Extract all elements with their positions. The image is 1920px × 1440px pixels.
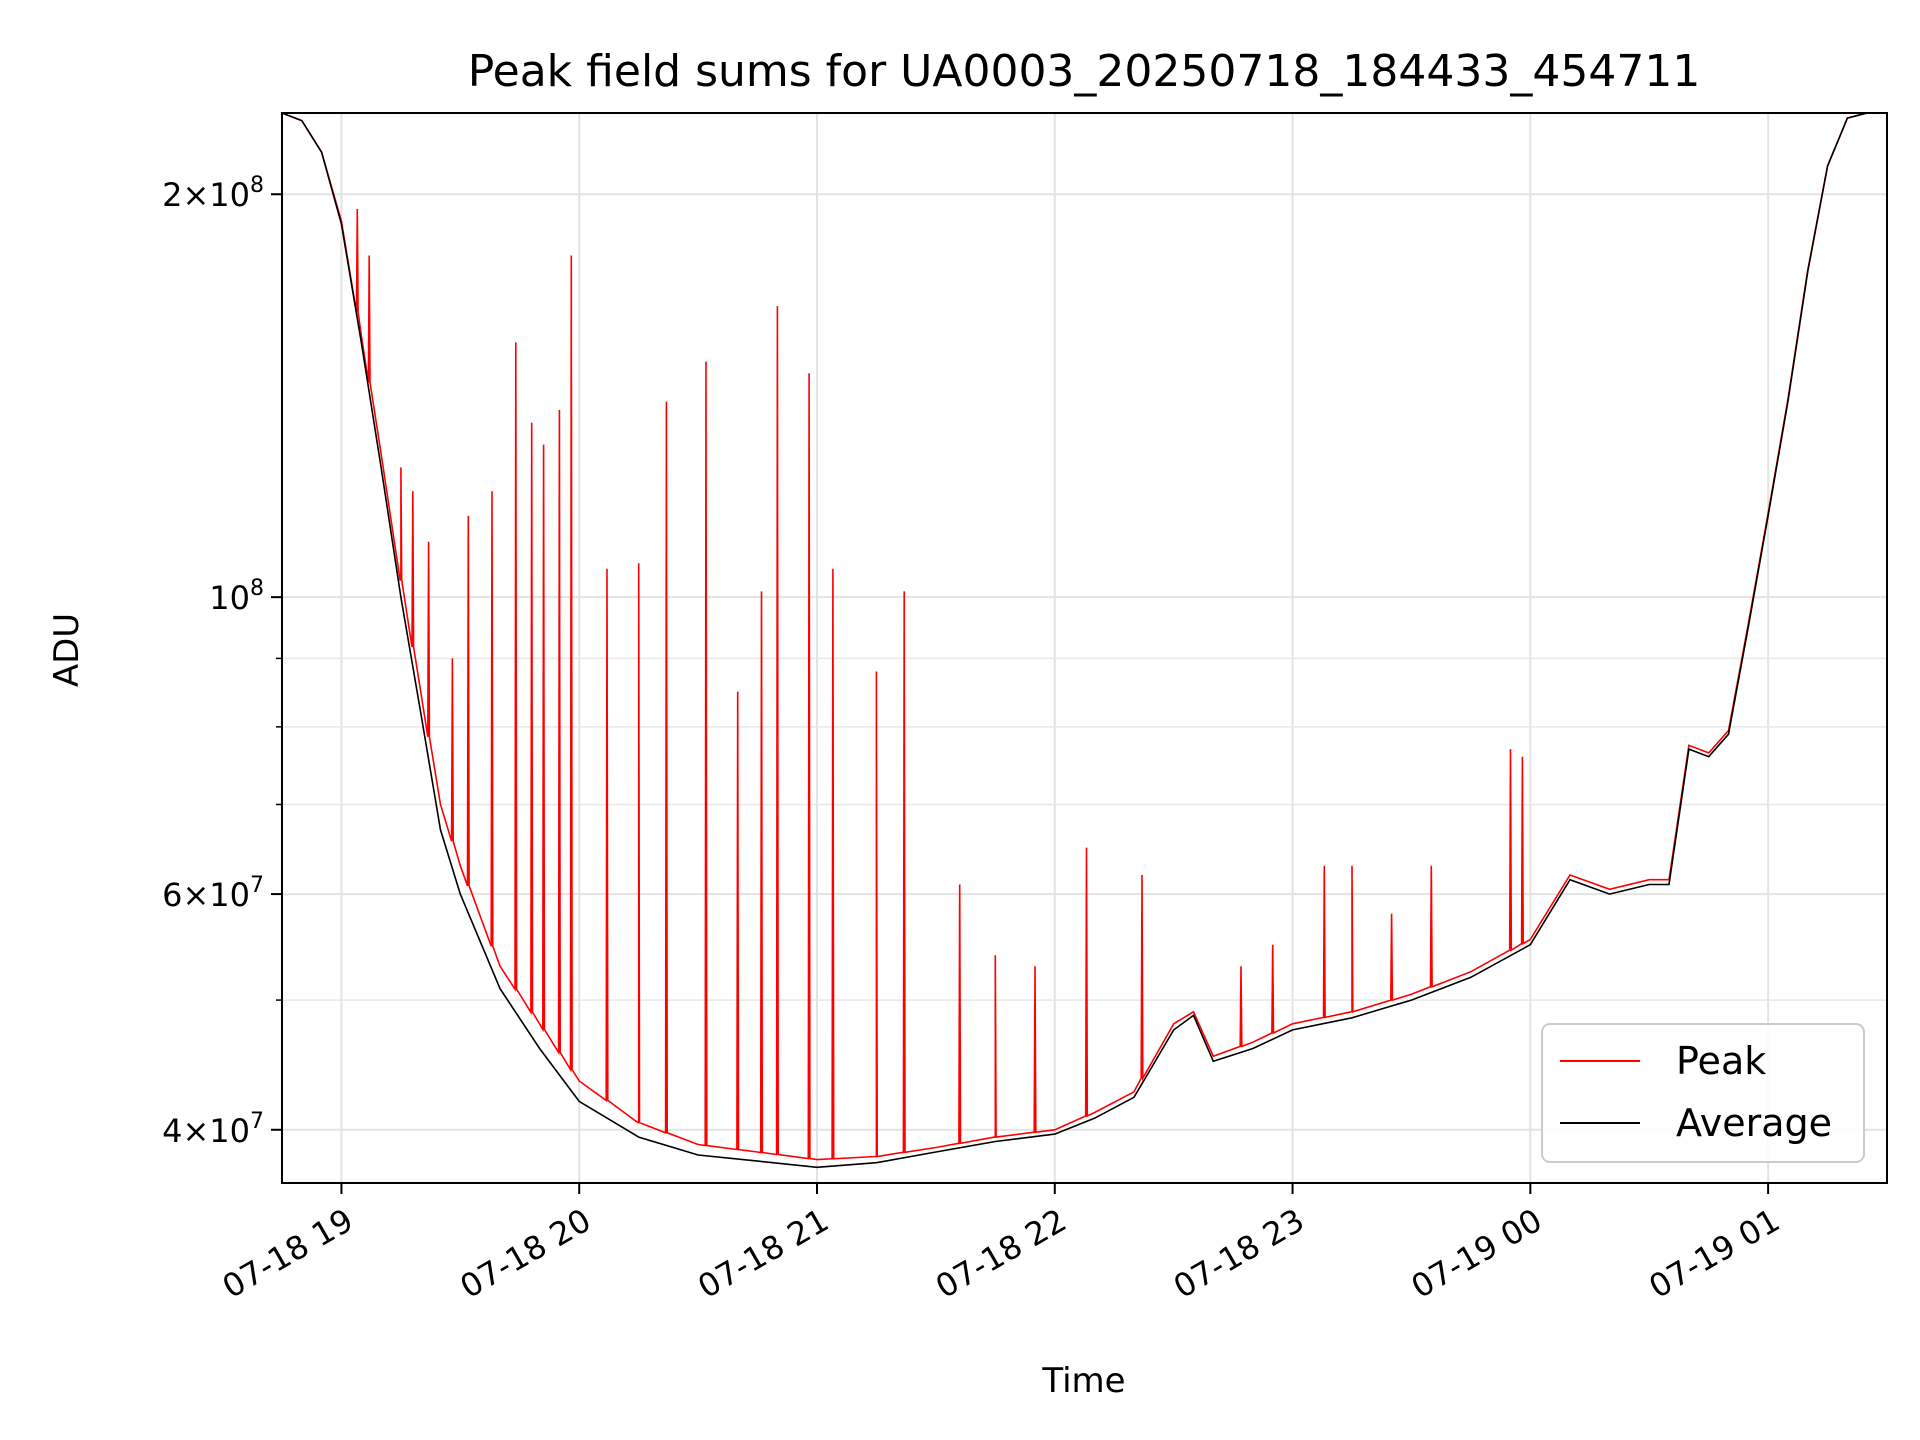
legend-peak-label: Peak [1676, 1039, 1766, 1083]
y-axis-ticks: 4×107 6×107 108 2×108 [162, 173, 282, 1150]
average-series-line [282, 113, 1887, 1169]
series-lines [282, 113, 1887, 1169]
peak-series-line [282, 113, 1887, 1161]
plot-frame [281, 112, 1888, 1184]
y-tick-label: 4×107 [162, 1109, 264, 1150]
chart-title: Peak field sums for UA0003_20250718_1844… [468, 46, 1701, 97]
grid-lines [282, 113, 1887, 1183]
y-tick-label: 2×108 [162, 173, 264, 214]
x-axis-label: Time [1041, 1361, 1125, 1401]
legend: Peak Average [1541, 1023, 1865, 1163]
legend-box [1541, 1023, 1865, 1163]
y-axis-label: ADU [47, 613, 87, 687]
y-tick-label: 6×107 [162, 873, 264, 914]
y-tick-label: 108 [209, 576, 264, 617]
legend-average-label: Average [1676, 1101, 1832, 1145]
